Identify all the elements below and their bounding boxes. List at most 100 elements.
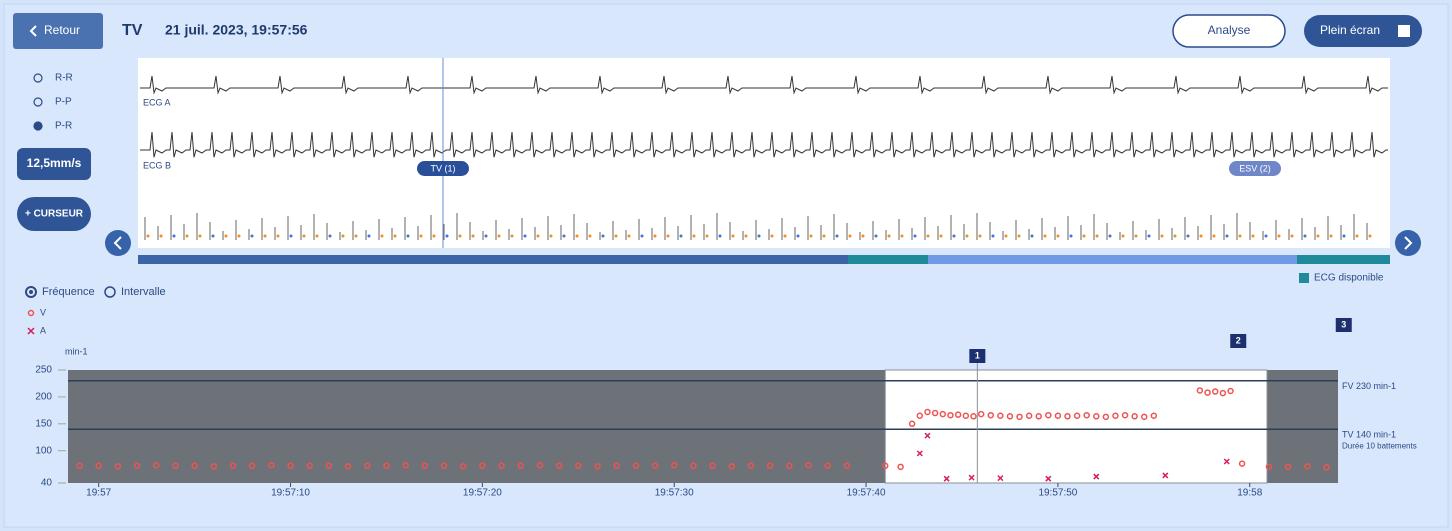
back-button[interactable] [13, 13, 103, 49]
cursor-button[interactable] [17, 197, 91, 231]
beat-dot [783, 234, 787, 238]
beat-dot [419, 234, 423, 238]
threshold-note: Durée 10 battements [1342, 441, 1417, 450]
radio[interactable] [33, 97, 43, 107]
beat-dot [302, 234, 306, 238]
beat-dot [1004, 234, 1008, 238]
legend-swatch [1299, 273, 1309, 283]
point [824, 462, 831, 470]
point [908, 420, 916, 428]
back-icon [29, 25, 37, 37]
point [1112, 412, 1119, 419]
beat-dot [1238, 234, 1242, 238]
legend-label: V [40, 307, 46, 317]
radio[interactable] [33, 73, 43, 83]
beat-dot [874, 234, 878, 238]
beat-dot [653, 234, 657, 238]
event-label: ESV (2) [1239, 163, 1271, 173]
radio[interactable] [25, 286, 37, 298]
point [248, 462, 256, 470]
point [1223, 458, 1230, 465]
point [1045, 475, 1052, 482]
point [728, 463, 736, 470]
speed-button[interactable] [17, 148, 91, 180]
point [1150, 412, 1158, 419]
radio[interactable] [104, 286, 116, 298]
beat-dot [1225, 234, 1229, 238]
beat-dot [1108, 234, 1112, 238]
beat-dot [198, 234, 202, 238]
back-label: Retour [44, 23, 80, 37]
point [954, 411, 962, 418]
beat-dot [666, 234, 670, 238]
point [1304, 463, 1311, 470]
beat-dot [393, 234, 397, 238]
beat-dot [1303, 234, 1307, 238]
mode-label: R-R [55, 73, 73, 84]
mode-label: P-R [55, 121, 72, 132]
next-button[interactable] [1395, 230, 1421, 256]
episode-label: 1 [975, 350, 980, 360]
beat-dot [172, 234, 176, 238]
radio[interactable] [33, 121, 43, 131]
point [1323, 464, 1330, 471]
beat-dot [588, 234, 592, 238]
point [1238, 460, 1246, 467]
ecg-trace [140, 131, 1388, 158]
channel-label: ECG A [143, 97, 171, 107]
beat-dot [952, 234, 956, 238]
next-icon [1404, 236, 1413, 250]
beat-dot [601, 234, 605, 238]
beat-dot [1147, 234, 1151, 238]
beat-dot [835, 234, 839, 238]
point [916, 412, 924, 419]
threshold-label: FV 230 min-1 [1342, 381, 1396, 391]
point [1035, 413, 1042, 420]
episode-label: 3 [1341, 319, 1346, 329]
episode-marker[interactable] [969, 349, 986, 363]
analyse-button[interactable] [1172, 14, 1286, 48]
timeline-segment [138, 255, 848, 264]
episode-marker[interactable] [1230, 334, 1247, 348]
view-label: Fréquence [42, 286, 95, 298]
prev-button[interactable] [105, 230, 131, 256]
title: TV [122, 22, 143, 39]
point [114, 463, 122, 470]
beat-dot [848, 234, 852, 238]
point [191, 462, 198, 470]
point [76, 462, 83, 470]
x-tick-label: 19:58 [1237, 488, 1262, 499]
timeline-segment [848, 255, 928, 264]
point [1131, 413, 1138, 420]
cursor-label: + CURSEUR [25, 209, 84, 220]
beat-dot [250, 234, 254, 238]
beat-dot [757, 234, 761, 238]
point [924, 432, 931, 439]
point [924, 408, 931, 416]
beat-dot [1199, 234, 1203, 238]
beat-dot [692, 234, 696, 238]
beat-dot [562, 234, 566, 238]
beat-dot [900, 234, 904, 238]
beat-dot [1030, 234, 1034, 238]
point [536, 461, 544, 469]
beat-dot [1290, 234, 1294, 238]
point [268, 461, 275, 469]
point [882, 462, 889, 470]
view-label: Intervalle [121, 286, 166, 298]
episode-window [884, 369, 1268, 484]
fullscreen-button[interactable] [1304, 15, 1422, 47]
beat-dot [549, 234, 553, 238]
point [977, 410, 985, 418]
point [306, 462, 313, 470]
point [897, 463, 904, 471]
beat-dot [1082, 234, 1086, 238]
beat-dot [159, 234, 163, 238]
point [1140, 413, 1148, 421]
x-tick-label: 19:57:20 [463, 488, 502, 499]
episode-marker[interactable] [1335, 318, 1352, 332]
fullscreen-label: Plein écran [1320, 23, 1380, 37]
point [555, 462, 563, 470]
